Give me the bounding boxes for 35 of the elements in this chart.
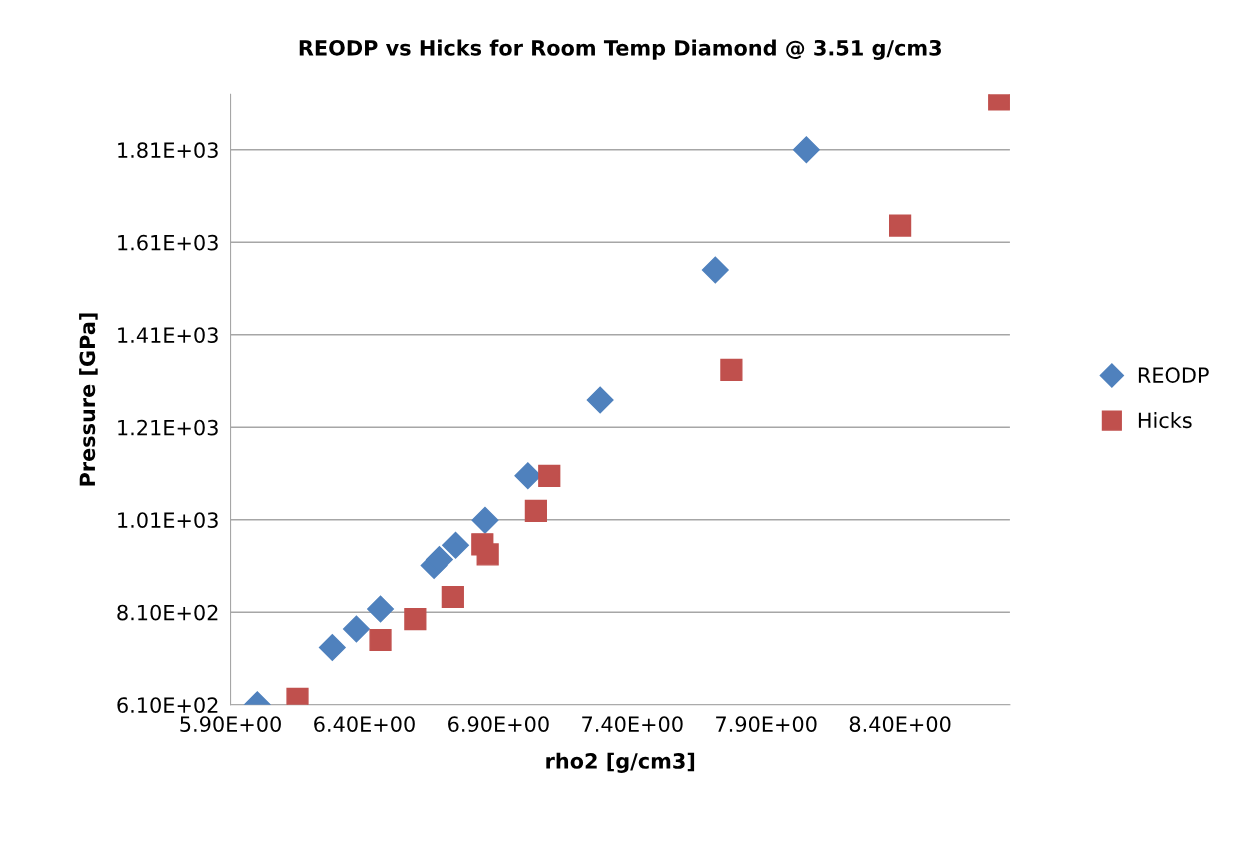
chart-title: REODP vs Hicks for Room Temp Diamond @ 3.51 g/cm3 (299, 39, 941, 60)
y-tick-label: 1.01E+03 (118, 512, 218, 528)
point (476, 543, 499, 566)
y-axis-title: Pressure [GPa] (79, 313, 98, 486)
x-tick-label: 8.40E+00 (849, 716, 951, 732)
y-tick-label: 6.10E+02 (117, 697, 218, 713)
y-tick-label: 1.41E+03 (118, 327, 218, 343)
point (342, 615, 370, 643)
point (318, 633, 346, 661)
point (538, 464, 561, 487)
point (888, 214, 912, 237)
point (367, 595, 394, 623)
point (586, 386, 614, 414)
point (425, 546, 453, 574)
point (720, 358, 743, 382)
point (404, 608, 427, 631)
point (524, 499, 547, 523)
x-axis-title: rho2 [g/cm3] (546, 752, 695, 774)
point (369, 628, 392, 652)
point (701, 256, 729, 284)
x-tick-label: 7.90E+00 (716, 716, 817, 732)
y-tick-label: 1.21E+03 (118, 419, 218, 436)
y-tick-label: 1.81E+03 (118, 142, 218, 159)
point (441, 585, 464, 609)
y-tick-label: 8.10E+02 (117, 604, 218, 621)
x-tick-label: 6.90E+00 (448, 716, 549, 732)
point (792, 136, 820, 164)
legend-label: Hicks (1138, 412, 1192, 429)
x-tick-label: 7.40E+00 (582, 716, 683, 732)
x-tick-label: 6.40E+00 (314, 716, 415, 732)
legend-label: REODP (1138, 367, 1209, 383)
y-tick-label: 1.61E+03 (118, 234, 218, 251)
point (442, 531, 469, 559)
point (471, 506, 499, 534)
x-tick-label: 5.90E+00 (180, 716, 281, 732)
